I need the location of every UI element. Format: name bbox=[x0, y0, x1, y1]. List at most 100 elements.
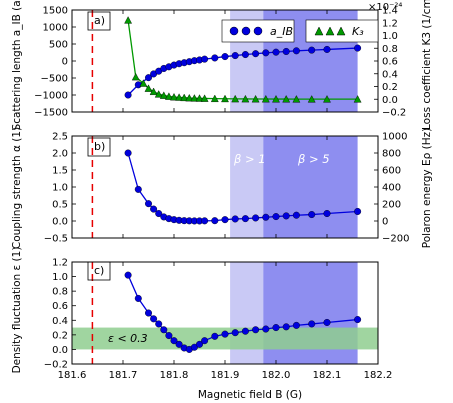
ytick-right-label: 1000 bbox=[382, 132, 407, 143]
panel-c: 1.2 1.0 0.8 0.6 0.4 0.2 0.0 −0.2 181.6 181.7 181.… bbox=[11, 247, 392, 401]
data-point-triangle bbox=[149, 87, 158, 96]
ytick-left-label: 0.0 bbox=[52, 217, 68, 228]
data-point bbox=[272, 48, 280, 56]
xtick-label: 181.9 bbox=[211, 370, 240, 381]
legend-aib-text: a_IB bbox=[270, 25, 293, 38]
data-point bbox=[160, 326, 168, 334]
ytick-left-label: 500 bbox=[49, 40, 68, 51]
data-point-triangle bbox=[185, 93, 194, 102]
data-point bbox=[144, 309, 152, 317]
data-point-triangle bbox=[241, 94, 250, 103]
data-point bbox=[211, 217, 219, 225]
ytick-right-label: 0.6 bbox=[382, 57, 398, 68]
data-point bbox=[134, 294, 142, 302]
data-point bbox=[241, 51, 249, 59]
data-point-triangle bbox=[231, 94, 240, 103]
data-point bbox=[221, 216, 229, 224]
ytick-left-label: 0.6 bbox=[52, 301, 68, 312]
data-point bbox=[144, 74, 152, 82]
data-point bbox=[272, 213, 280, 221]
data-point bbox=[308, 46, 316, 54]
data-point bbox=[354, 44, 362, 52]
data-point-triangle bbox=[272, 95, 280, 103]
data-point-triangle bbox=[159, 91, 168, 99]
data-point bbox=[124, 271, 132, 279]
legend-k3: K₃ bbox=[305, 19, 379, 43]
data-point-triangle bbox=[200, 94, 209, 102]
data-point bbox=[262, 325, 270, 333]
data-point bbox=[292, 211, 300, 219]
data-point bbox=[252, 50, 260, 58]
data-point bbox=[272, 324, 280, 332]
data-point bbox=[155, 210, 163, 218]
data-point-triangle bbox=[210, 94, 219, 103]
ytick-left-label: 1.2 bbox=[52, 258, 68, 269]
data-point bbox=[201, 55, 209, 63]
xtick-label: 181.7 bbox=[109, 370, 138, 381]
xtick-label: 181.6 bbox=[58, 370, 87, 381]
ytick-left-label: 0.0 bbox=[52, 345, 68, 356]
ytick-left-label: 0.4 bbox=[52, 316, 68, 327]
data-point-triangle bbox=[164, 92, 173, 100]
ytick-left-label: 0.2 bbox=[52, 330, 68, 341]
ytick-right-label: 1.0 bbox=[382, 31, 398, 42]
ylabel-left-c: Density fluctuation ε (1) bbox=[11, 247, 23, 374]
data-point bbox=[292, 47, 300, 55]
data-point-triangle bbox=[251, 94, 260, 103]
data-point bbox=[134, 185, 142, 193]
data-point bbox=[144, 200, 152, 208]
data-point bbox=[354, 207, 362, 215]
ytick-right-label: 800 bbox=[382, 149, 401, 160]
data-point bbox=[323, 318, 331, 326]
data-point-triangle bbox=[124, 16, 133, 24]
data-point bbox=[282, 47, 290, 55]
panel-label-c: c) bbox=[94, 264, 104, 277]
data-point-triangle bbox=[180, 93, 189, 102]
data-point-triangle bbox=[221, 94, 229, 103]
ylabel-left-a: Scattering length a_IB (a0) bbox=[11, 0, 23, 130]
ytick-left-label: −0.5 bbox=[44, 234, 68, 245]
data-point-triangle bbox=[195, 94, 204, 102]
ytick-left-label: 1.5 bbox=[52, 166, 68, 177]
ytick-left-label: −1500 bbox=[34, 108, 68, 119]
data-point bbox=[308, 211, 316, 219]
data-point bbox=[354, 316, 362, 324]
data-point-triangle bbox=[190, 94, 199, 102]
xtick-label: 182.0 bbox=[262, 370, 291, 381]
data-point-triangle bbox=[154, 90, 163, 98]
data-point-triangle bbox=[175, 93, 184, 101]
ytick-right-label: 1.4 bbox=[382, 6, 398, 17]
data-point bbox=[231, 215, 239, 223]
exponent-label: ×10⁻²⁴ bbox=[368, 2, 402, 13]
band-beta5 bbox=[263, 136, 358, 238]
data-point bbox=[231, 329, 239, 337]
data-point-triangle bbox=[282, 95, 291, 103]
xtick-label: 182.1 bbox=[313, 370, 342, 381]
ytick-right-label: −200 bbox=[382, 234, 409, 245]
ytick-right-label: 400 bbox=[382, 183, 401, 194]
ytick-left-label: 2.5 bbox=[52, 132, 68, 143]
legend-k3-text: K₃ bbox=[352, 25, 364, 38]
data-point bbox=[323, 210, 331, 218]
data-point-triangle bbox=[144, 84, 153, 92]
beta1-label: β > 1 bbox=[233, 152, 266, 166]
data-point-triangle bbox=[261, 94, 270, 103]
data-point bbox=[323, 45, 331, 53]
ytick-right-label: 0.2 bbox=[382, 82, 398, 93]
ytick-left-label: 0.5 bbox=[52, 200, 68, 211]
eps-band bbox=[72, 327, 378, 350]
data-point bbox=[170, 337, 178, 345]
data-point bbox=[195, 340, 203, 348]
legend-aib: a_IB bbox=[221, 19, 295, 43]
xtick-label: 181.8 bbox=[160, 370, 189, 381]
data-point bbox=[211, 332, 219, 340]
panel-a: 1500 1000 500 0 −500 −1000 −1500 1.41.2 1.0 0.8 0… bbox=[11, 0, 433, 130]
data-point-triangle bbox=[353, 95, 362, 103]
ytick-left-label: 0.8 bbox=[52, 287, 68, 298]
data-point bbox=[175, 340, 183, 348]
data-point bbox=[201, 217, 209, 225]
data-point bbox=[241, 215, 249, 223]
data-point bbox=[252, 214, 260, 222]
ylabel-right-b: Polaron energy Eρ (Hz) bbox=[421, 128, 433, 248]
